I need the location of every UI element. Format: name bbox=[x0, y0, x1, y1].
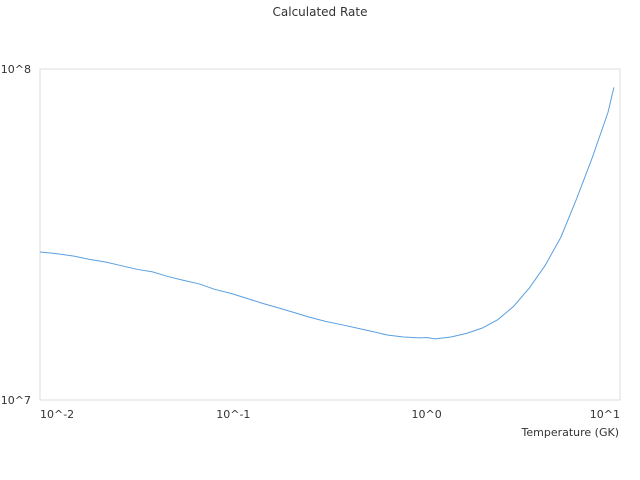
x-tick-label: 10^-1 bbox=[216, 408, 250, 421]
rate-series-line bbox=[39, 87, 615, 340]
plot-area-border bbox=[39, 68, 621, 401]
x-tick-label: 10^1 bbox=[590, 408, 620, 421]
chart-title: Calculated Rate bbox=[273, 5, 368, 19]
x-tick-label: 10^0 bbox=[412, 408, 442, 421]
x-tick-label: 10^-2 bbox=[40, 408, 74, 421]
y-axis-ticks: 10^7 10^8 bbox=[1, 63, 31, 407]
x-axis-label: Temperature (GK) bbox=[521, 426, 620, 439]
y-tick-label: 10^7 bbox=[1, 394, 31, 407]
x-axis-ticks: 10^-2 10^-1 10^0 10^1 bbox=[40, 408, 620, 421]
y-tick-label: 10^8 bbox=[1, 63, 31, 76]
